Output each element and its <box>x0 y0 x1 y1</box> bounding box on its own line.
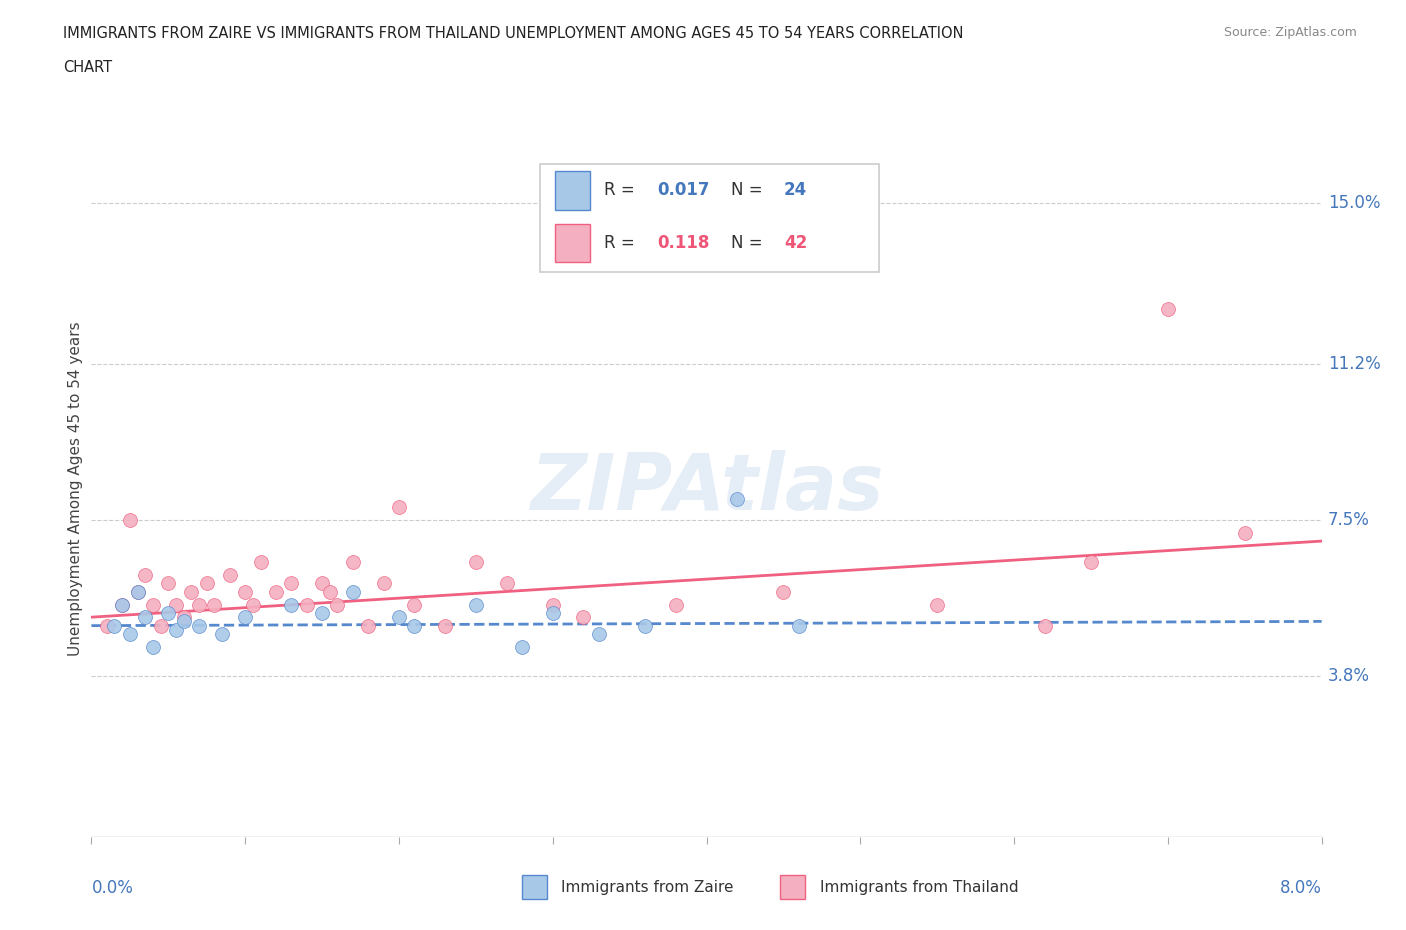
Point <box>111 597 134 612</box>
Point <box>342 584 364 599</box>
Point <box>388 610 411 625</box>
Text: R =: R = <box>605 233 640 252</box>
Text: 24: 24 <box>785 181 807 199</box>
Point <box>127 584 149 599</box>
Text: 0.118: 0.118 <box>657 233 710 252</box>
Point <box>233 584 256 599</box>
Point <box>211 627 233 642</box>
Point <box>264 584 287 599</box>
Point <box>388 499 411 514</box>
Point <box>434 618 457 633</box>
Text: Immigrants from Thailand: Immigrants from Thailand <box>820 880 1018 895</box>
Point <box>134 610 156 625</box>
Text: 8.0%: 8.0% <box>1279 879 1322 897</box>
Text: 7.5%: 7.5% <box>1327 511 1369 529</box>
Point <box>111 597 134 612</box>
Point <box>195 576 218 591</box>
Point <box>142 597 165 612</box>
Point <box>202 597 225 612</box>
Point <box>157 576 180 591</box>
Point <box>373 576 395 591</box>
Text: ZIPAtlas: ZIPAtlas <box>530 450 883 526</box>
Text: Source: ZipAtlas.com: Source: ZipAtlas.com <box>1223 26 1357 39</box>
Text: 15.0%: 15.0% <box>1327 194 1381 212</box>
FancyBboxPatch shape <box>555 223 589 262</box>
Point <box>404 597 426 612</box>
Point <box>280 576 302 591</box>
Point <box>510 639 533 654</box>
FancyBboxPatch shape <box>555 171 589 209</box>
Point <box>233 610 256 625</box>
Point <box>295 597 318 612</box>
Point <box>1233 525 1256 540</box>
Point <box>118 627 141 642</box>
Point <box>1080 555 1102 570</box>
Point <box>541 605 564 620</box>
Point <box>495 576 517 591</box>
FancyBboxPatch shape <box>522 875 547 899</box>
Text: 11.2%: 11.2% <box>1327 354 1381 373</box>
Text: N =: N = <box>731 233 768 252</box>
Text: 42: 42 <box>785 233 807 252</box>
Point <box>588 627 610 642</box>
Point <box>1033 618 1056 633</box>
Y-axis label: Unemployment Among Ages 45 to 54 years: Unemployment Among Ages 45 to 54 years <box>67 321 83 656</box>
Text: 0.017: 0.017 <box>657 181 710 199</box>
Text: Immigrants from Zaire: Immigrants from Zaire <box>561 880 734 895</box>
Point <box>311 576 333 591</box>
FancyBboxPatch shape <box>540 164 879 272</box>
Point <box>149 618 172 633</box>
Point <box>665 597 688 612</box>
Point <box>342 555 364 570</box>
Point <box>311 605 333 620</box>
Point <box>173 610 195 625</box>
Point <box>326 597 349 612</box>
Text: 0.0%: 0.0% <box>91 879 134 897</box>
Point <box>173 614 195 629</box>
Text: R =: R = <box>605 181 640 199</box>
Point <box>927 597 949 612</box>
Point <box>242 597 264 612</box>
Point <box>541 597 564 612</box>
Point <box>634 618 657 633</box>
Point <box>134 567 156 582</box>
Point <box>319 584 342 599</box>
Point <box>157 605 180 620</box>
Point <box>572 610 595 625</box>
Point <box>142 639 165 654</box>
Point <box>404 618 426 633</box>
Point <box>787 618 810 633</box>
Point <box>464 597 486 612</box>
Text: N =: N = <box>731 181 768 199</box>
Point <box>127 584 149 599</box>
Point <box>118 512 141 527</box>
Point <box>1157 301 1180 316</box>
FancyBboxPatch shape <box>780 875 804 899</box>
Point <box>96 618 118 633</box>
Point <box>180 584 202 599</box>
Point <box>725 491 748 506</box>
Point <box>103 618 125 633</box>
Point <box>619 246 641 261</box>
Point <box>280 597 302 612</box>
Text: IMMIGRANTS FROM ZAIRE VS IMMIGRANTS FROM THAILAND UNEMPLOYMENT AMONG AGES 45 TO : IMMIGRANTS FROM ZAIRE VS IMMIGRANTS FROM… <box>63 26 963 41</box>
Point <box>772 584 794 599</box>
Point <box>218 567 240 582</box>
Text: 3.8%: 3.8% <box>1327 668 1369 685</box>
Point <box>188 597 211 612</box>
Text: CHART: CHART <box>63 60 112 75</box>
Point <box>165 597 187 612</box>
Point <box>357 618 380 633</box>
Point <box>165 622 187 637</box>
Point <box>249 555 271 570</box>
Point <box>464 555 486 570</box>
Point <box>188 618 211 633</box>
